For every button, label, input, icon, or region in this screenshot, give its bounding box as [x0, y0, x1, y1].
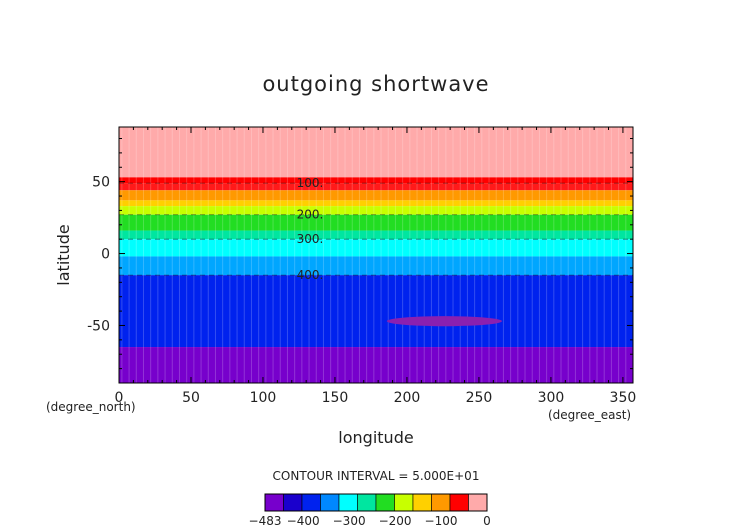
colorbar-swatch-8 [412, 493, 432, 512]
colorbar-swatch-0 [264, 493, 284, 512]
x-tick-label: 100 [250, 390, 277, 406]
colorbar-swatch-5 [357, 493, 377, 512]
x-tick-label: 250 [466, 390, 493, 406]
plot-bands [119, 127, 633, 383]
y-tick-label: 50 [92, 175, 110, 191]
x-tick-label: 200 [394, 390, 421, 406]
x-unit-label: (degree_east) [548, 408, 631, 422]
colorbar-label: −300 [333, 514, 366, 528]
contour-label-3: 400. [297, 268, 324, 282]
colorbar-swatch-7 [394, 493, 414, 512]
colorbar-swatch-1 [283, 493, 303, 512]
colorbar: −483 −400 −300 −200 −100 0 [249, 493, 491, 528]
colorbar-swatch-6 [375, 493, 395, 512]
contour-band-10 [119, 275, 633, 348]
y-axis: -50 0 50 [87, 138, 633, 370]
x-tick-label: 300 [538, 390, 565, 406]
contour-band-7 [119, 230, 633, 240]
y-tick-label: -50 [87, 318, 110, 334]
colorbar-swatch-10 [449, 493, 469, 512]
colorbar-swatch-4 [338, 493, 358, 512]
contour-label-2: 300. [297, 232, 324, 246]
colorbar-label: −483 [249, 514, 282, 528]
contour-band-11 [119, 347, 633, 383]
colorbar-swatch-11 [468, 493, 488, 512]
plot-frame [118, 126, 634, 384]
colorbar-label: −200 [379, 514, 412, 528]
chart-title: outgoing shortwave [262, 72, 489, 96]
contour-band-4 [119, 200, 633, 207]
y-tick-label: 0 [101, 247, 110, 263]
contour-band-9 [119, 256, 633, 276]
contour-band-2 [119, 183, 633, 191]
contour-label-1: 200. [297, 208, 324, 222]
contour-band-0 [119, 127, 633, 178]
colorbar-swatch-3 [320, 493, 340, 512]
y-unit-label: (degree_north) [46, 400, 136, 414]
x-axis: 0 50 100 150 200 250 300 350 [115, 127, 637, 406]
plot-overlay: 100. 200. 300. 400. [119, 127, 633, 383]
colorbar-swatch-2 [301, 493, 321, 512]
x-axis-label: longitude [338, 428, 413, 447]
contour-label-0: 100. [297, 176, 324, 190]
colorbar-label: −400 [287, 514, 320, 528]
contour-band-5 [119, 206, 633, 215]
min-patch [386, 316, 502, 327]
contour-interval: CONTOUR INTERVAL = 5.000E+01 [273, 469, 480, 483]
contour-band-8 [119, 239, 633, 257]
colorbar-label: 0 [483, 514, 491, 528]
contour-band-6 [119, 214, 633, 231]
x-tick-label: 50 [182, 390, 200, 406]
contour-band-1 [119, 177, 633, 184]
colorbar-swatch-9 [431, 493, 451, 512]
colorbar-frame [264, 493, 488, 512]
contour-band-3 [119, 190, 633, 201]
x-tick-label: 150 [322, 390, 349, 406]
y-axis-label: latitude [54, 224, 73, 285]
x-tick-label: 350 [610, 390, 637, 406]
x-tick-label: 0 [115, 390, 124, 406]
colorbar-label: −100 [425, 514, 458, 528]
